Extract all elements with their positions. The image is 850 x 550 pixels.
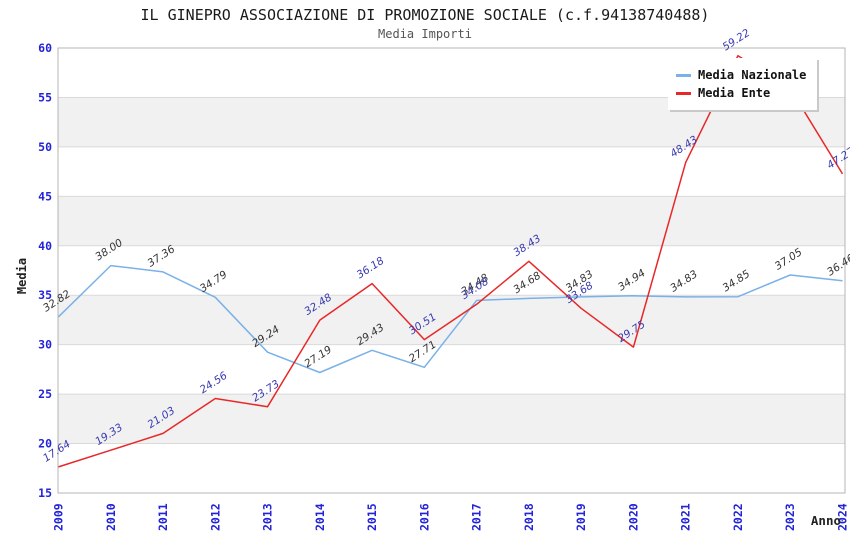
x-tick-label: 2018 bbox=[522, 503, 536, 531]
data-point-label: 37.05 bbox=[773, 246, 805, 273]
data-point-label: 34.79 bbox=[198, 268, 230, 295]
grid-band bbox=[58, 295, 845, 345]
data-point-label: 34.85 bbox=[720, 268, 752, 295]
data-point-label: 59.22 bbox=[720, 27, 752, 54]
x-tick-label: 2015 bbox=[365, 503, 379, 531]
x-tick-label: 2021 bbox=[679, 503, 693, 531]
y-tick-label: 30 bbox=[38, 338, 52, 352]
chart-title: IL GINEPRO ASSOCIAZIONE DI PROMOZIONE SO… bbox=[140, 6, 710, 24]
y-tick-label: 45 bbox=[38, 189, 52, 203]
x-tick-label: 2013 bbox=[261, 503, 275, 531]
y-tick-label: 60 bbox=[38, 41, 52, 55]
y-tick-label: 25 bbox=[38, 387, 52, 401]
data-point-label: 34.94 bbox=[616, 267, 648, 293]
x-axis-label: Anno bbox=[810, 513, 841, 528]
data-point-label: 24.56 bbox=[198, 370, 230, 397]
data-point-label: 34.83 bbox=[668, 268, 700, 294]
legend-label: Media Nazionale bbox=[698, 68, 807, 82]
y-tick-label: 35 bbox=[38, 288, 52, 302]
y-tick-label: 20 bbox=[38, 437, 52, 451]
data-point-label: 34.68 bbox=[511, 269, 543, 296]
x-tick-label: 2016 bbox=[417, 503, 431, 531]
y-tick-label: 15 bbox=[38, 486, 52, 500]
x-tick-label: 2012 bbox=[208, 503, 222, 531]
data-point-label: 36.46 bbox=[825, 252, 850, 279]
legend-label: Media Ente bbox=[698, 86, 771, 100]
y-tick-label: 50 bbox=[38, 140, 52, 154]
x-tick-label: 2023 bbox=[783, 503, 797, 531]
x-tick-label: 2010 bbox=[104, 503, 118, 531]
grid-band bbox=[58, 196, 845, 246]
y-tick-label: 40 bbox=[38, 239, 52, 253]
x-tick-label: 2017 bbox=[470, 503, 484, 531]
legend-item-media-ente: Media Ente bbox=[676, 85, 817, 101]
x-tick-label: 2011 bbox=[156, 503, 170, 531]
plot-frame bbox=[57, 47, 846, 494]
data-point-label: 37.36 bbox=[146, 243, 178, 270]
x-tick-label: 2022 bbox=[731, 503, 745, 531]
legend-item-media-nazionale: Media Nazionale bbox=[676, 67, 817, 83]
x-tick-label: 2014 bbox=[313, 503, 327, 531]
media-ente-line-swatch bbox=[676, 91, 691, 95]
chart-subtitle: Media Importi bbox=[378, 27, 472, 41]
x-tick-label: 2019 bbox=[574, 503, 588, 531]
legend: Media Nazionale Media Ente bbox=[668, 58, 817, 110]
data-point-label: 36.18 bbox=[355, 255, 387, 282]
x-tick-label: 2009 bbox=[52, 503, 66, 531]
data-point-label: 47.27 bbox=[825, 145, 850, 172]
x-tick-label: 2024 bbox=[836, 503, 850, 531]
y-tick-label: 55 bbox=[38, 90, 52, 104]
media-nazionale-line-swatch bbox=[676, 73, 691, 77]
grid-band bbox=[58, 394, 845, 444]
data-point-label: 27.19 bbox=[302, 344, 334, 371]
x-tick-label: 2020 bbox=[626, 503, 640, 531]
series-line-media-nazionale bbox=[57, 264, 843, 374]
